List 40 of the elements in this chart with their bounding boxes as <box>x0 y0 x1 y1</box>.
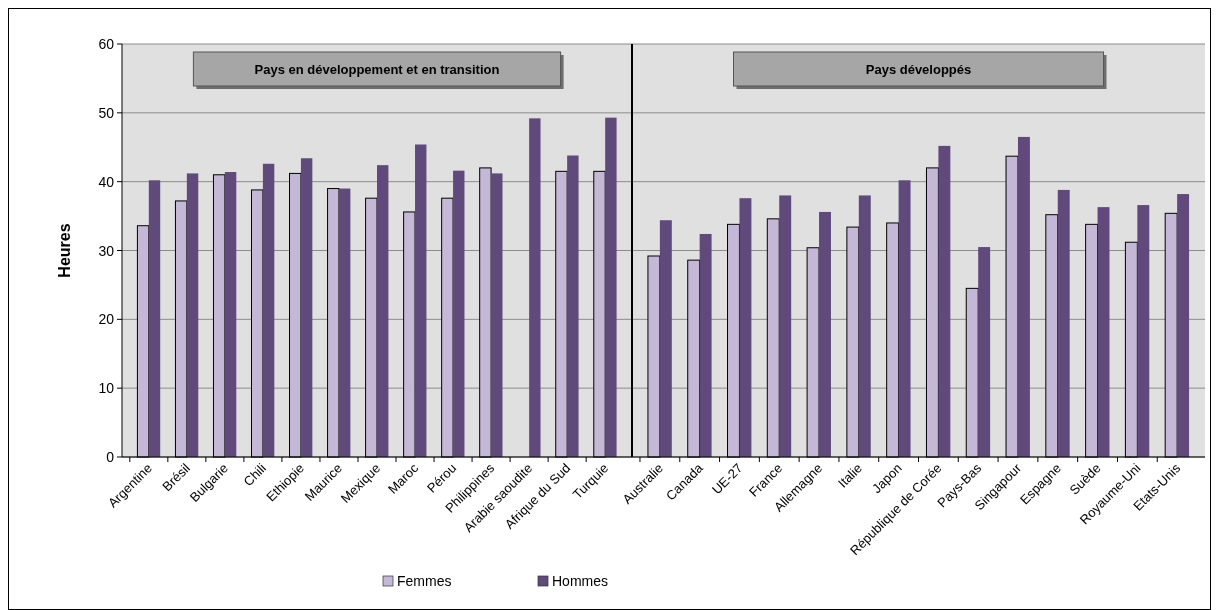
bar <box>1017 136 1030 457</box>
bar <box>1137 205 1150 457</box>
y-tick-label: 50 <box>98 104 115 121</box>
bar <box>819 211 831 457</box>
x-tick-label: Chili <box>240 460 270 490</box>
bar <box>605 117 617 457</box>
bar <box>659 220 672 457</box>
y-tick-label: 10 <box>98 380 115 397</box>
bar <box>491 173 503 457</box>
bar <box>1177 194 1190 457</box>
y-axis-title: Heures <box>56 223 73 278</box>
bar <box>224 172 237 457</box>
bar <box>148 180 161 457</box>
bar <box>186 173 199 457</box>
legend-label: Femmes <box>397 573 452 589</box>
y-tick-label: 60 <box>98 36 115 52</box>
bar <box>567 155 579 457</box>
title-box: Pays développés <box>733 51 1107 89</box>
bar <box>858 195 871 457</box>
bar <box>377 165 389 457</box>
bar <box>1097 207 1110 457</box>
y-tick-label: 30 <box>98 242 115 259</box>
bar <box>978 247 991 457</box>
bar <box>529 118 541 457</box>
bar <box>739 198 752 457</box>
bar <box>779 195 792 457</box>
bar <box>699 233 712 457</box>
bar <box>262 163 275 457</box>
bar <box>415 144 427 457</box>
y-tick-label: 0 <box>106 449 115 465</box>
title-box: Pays en développement et en transition <box>192 51 564 89</box>
bar <box>938 145 951 457</box>
bar <box>898 180 911 457</box>
bar <box>1057 189 1070 457</box>
y-tick-label: 20 <box>98 311 115 328</box>
bar <box>338 188 351 457</box>
y-tick-label: 40 <box>98 173 115 190</box>
bar <box>453 170 465 457</box>
bar <box>300 158 313 457</box>
legend-label: Hommes <box>552 573 609 589</box>
